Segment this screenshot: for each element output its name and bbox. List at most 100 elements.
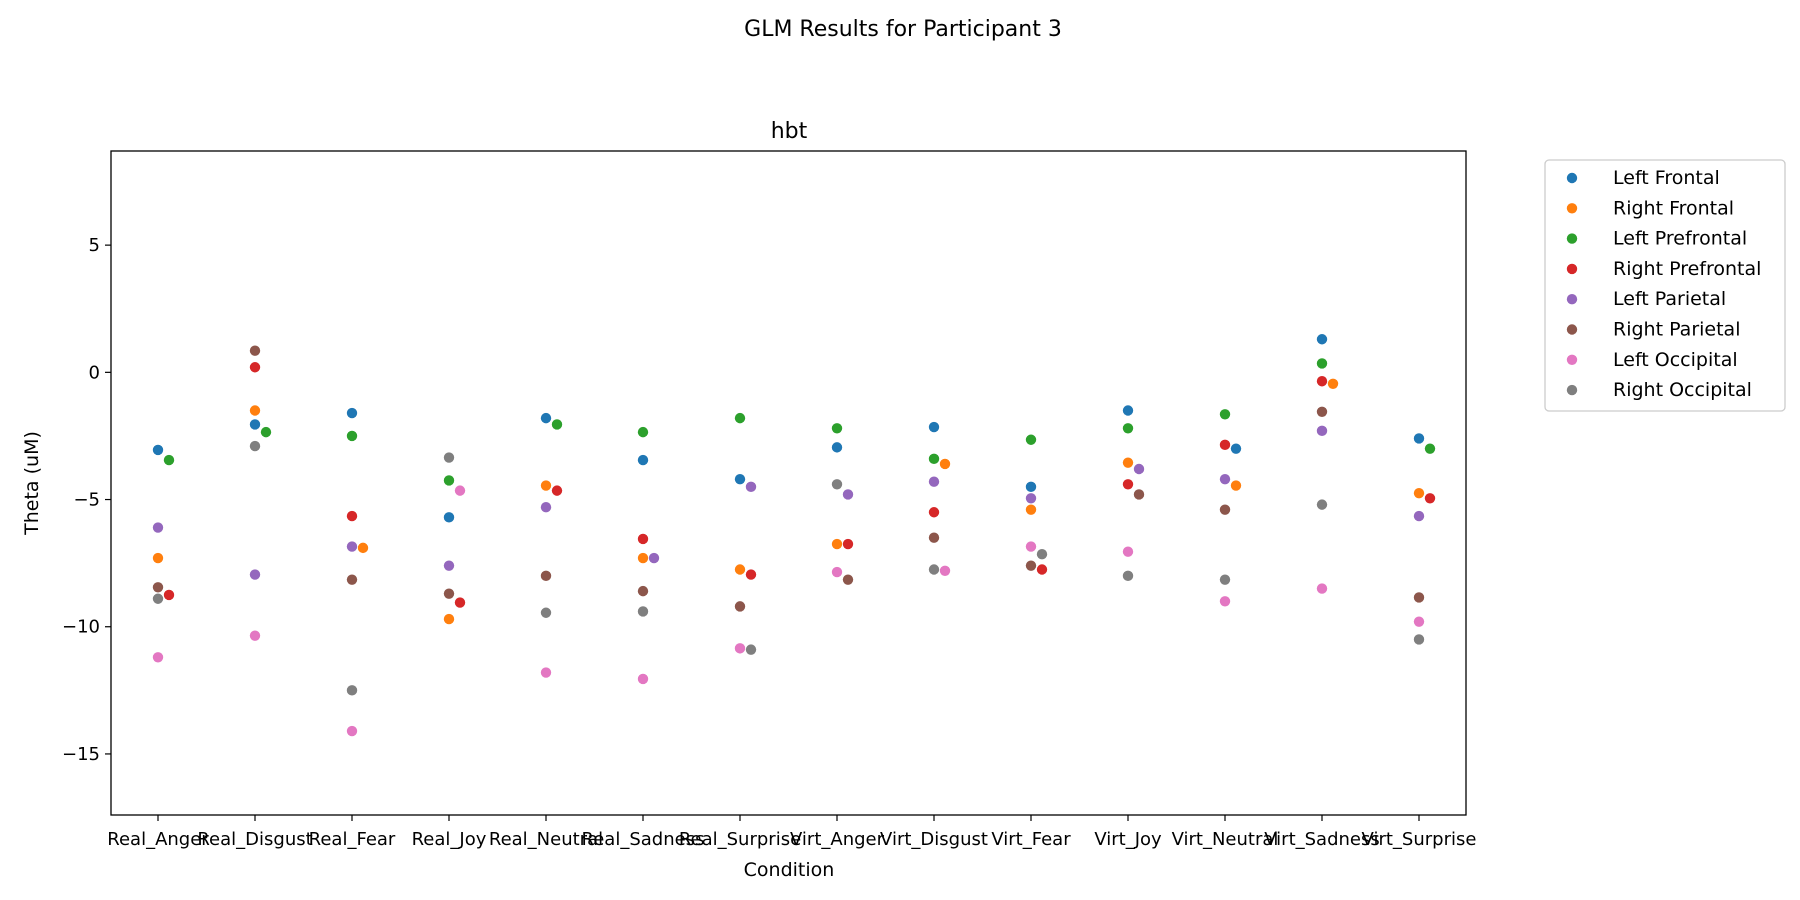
legend-marker: [1566, 203, 1578, 214]
y-tick-label: −15: [62, 744, 100, 765]
legend-label: Right Parietal: [1613, 319, 1740, 341]
data-point: [443, 613, 455, 625]
axes-frame: [110, 150, 1467, 816]
data-point: [831, 479, 843, 490]
x-tick-label: Real_Neutral: [489, 829, 603, 850]
data-point: [346, 685, 358, 696]
data-point: [1316, 334, 1328, 345]
data-point: [1036, 564, 1048, 575]
data-point: [346, 574, 358, 585]
data-point: [734, 412, 746, 424]
y-tick-label: −5: [73, 490, 100, 511]
data-point: [454, 485, 466, 496]
data-point: [745, 569, 757, 580]
y-axis-label: Theta (uM): [21, 431, 43, 536]
data-point: [540, 480, 552, 491]
data-point: [249, 362, 261, 373]
legend-label: Right Prefrontal: [1613, 258, 1761, 280]
data-point: [163, 454, 175, 466]
data-point: [831, 538, 843, 550]
legend-label: Left Parietal: [1613, 288, 1726, 310]
data-point: [734, 601, 746, 612]
data-point: [249, 569, 261, 580]
x-tick-label: Virt_Anger: [790, 829, 885, 850]
data-point: [551, 485, 563, 496]
data-point: [1316, 376, 1328, 387]
data-point: [249, 405, 261, 416]
legend-marker: [1566, 172, 1578, 184]
data-point: [1025, 560, 1037, 571]
legend: Left Frontal Right Frontal Left Prefrontal…: [1544, 159, 1786, 412]
y-tick-label: 5: [89, 235, 100, 256]
data-point: [734, 643, 746, 654]
y-axis: 5 0 −5 −10 −15: [62, 235, 111, 765]
data-point: [637, 606, 649, 617]
x-tick-label: Real_Disgust: [197, 829, 312, 850]
legend-marker: [1566, 233, 1578, 244]
data-point: [1413, 634, 1425, 645]
x-tick-label: Virt_Fear: [991, 829, 1071, 850]
data-point: [1316, 425, 1328, 437]
legend-marker: [1566, 324, 1578, 335]
data-point: [734, 564, 746, 575]
data-point: [152, 593, 164, 604]
data-point: [1413, 433, 1425, 444]
data-point: [152, 444, 164, 456]
data-point: [1413, 592, 1425, 603]
data-point: [831, 566, 843, 578]
data-point: [1122, 405, 1134, 416]
x-tick-label: Real_Joy: [412, 829, 487, 850]
legend-marker: [1566, 263, 1578, 275]
data-point: [1230, 443, 1242, 454]
data-point: [346, 541, 358, 552]
data-point: [928, 532, 940, 543]
data-point: [551, 419, 563, 430]
data-point: [1316, 406, 1328, 417]
legend-marker: [1566, 294, 1578, 305]
data-point: [842, 489, 854, 500]
data-point: [346, 725, 358, 737]
legend-label: Right Occipital: [1613, 379, 1752, 401]
data-point: [346, 510, 358, 522]
data-point: [637, 552, 649, 564]
data-point: [357, 542, 369, 554]
legend-frame: [1544, 159, 1786, 412]
data-point: [443, 452, 455, 463]
data-point: [637, 585, 649, 597]
x-tick-label: Virt_Neutral: [1172, 829, 1279, 850]
data-point: [928, 476, 940, 487]
data-point: [443, 512, 455, 523]
data-point: [249, 440, 261, 452]
plot-area: 5 0 −5 −10 −15 Real_AngerReal_DisgustReal_Fe…: [62, 150, 1476, 850]
data-point: [1316, 499, 1328, 510]
data-point: [540, 412, 552, 424]
data-point: [1025, 541, 1037, 552]
data-point: [637, 454, 649, 466]
data-point: [939, 565, 951, 576]
data-point: [1413, 510, 1425, 522]
data-point: [454, 597, 466, 608]
y-tick-label: −10: [62, 617, 100, 638]
data-point: [734, 473, 746, 485]
data-points: [152, 334, 1436, 737]
data-point: [540, 667, 552, 678]
data-point: [928, 421, 940, 433]
data-point: [346, 407, 358, 419]
data-point: [831, 423, 843, 434]
data-point: [443, 588, 455, 599]
data-point: [1230, 480, 1242, 491]
data-point: [637, 426, 649, 438]
data-point: [1219, 439, 1231, 451]
data-point: [637, 673, 649, 685]
data-point: [540, 501, 552, 513]
x-tick-label: Virt_Surprise: [1362, 829, 1477, 850]
data-point: [1424, 493, 1436, 504]
legend-marker: [1566, 354, 1578, 365]
data-point: [1219, 473, 1231, 485]
data-point: [152, 582, 164, 593]
x-tick-label: Real_Surprise: [679, 829, 801, 850]
data-point: [1122, 570, 1134, 582]
data-point: [1122, 546, 1134, 557]
